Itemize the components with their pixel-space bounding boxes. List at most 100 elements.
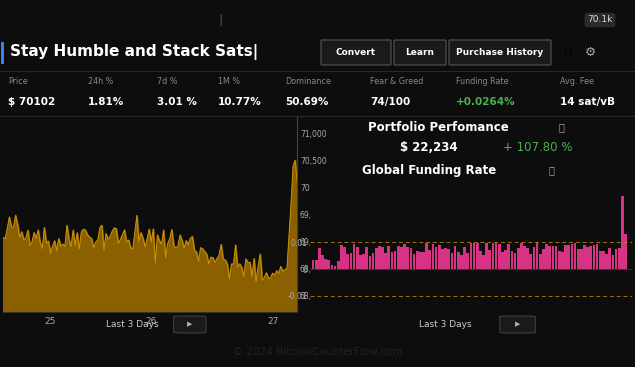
Bar — [318, 248, 321, 269]
Text: Purchase History: Purchase History — [457, 48, 544, 57]
Text: $ 70102: $ 70102 — [8, 97, 55, 107]
Bar — [422, 252, 425, 269]
FancyBboxPatch shape — [449, 40, 551, 65]
Text: ⓘ: ⓘ — [558, 122, 564, 132]
Bar — [368, 255, 371, 269]
Text: 7d %: 7d % — [157, 77, 178, 87]
Bar — [350, 254, 352, 269]
Bar — [438, 245, 441, 269]
Text: ⓘ: ⓘ — [549, 165, 554, 175]
Bar — [375, 248, 377, 269]
Bar — [331, 265, 333, 269]
Text: +0.0264%: +0.0264% — [456, 97, 516, 107]
Bar — [328, 259, 330, 269]
Bar — [573, 243, 577, 269]
Bar — [618, 248, 620, 269]
Bar — [501, 252, 504, 269]
Bar — [498, 244, 500, 269]
Bar — [592, 245, 595, 269]
Text: + 107.80 %: + 107.80 % — [503, 141, 572, 154]
Bar — [488, 250, 491, 269]
Bar — [612, 255, 614, 269]
Bar — [441, 249, 444, 269]
Bar — [457, 252, 460, 269]
FancyBboxPatch shape — [394, 40, 446, 65]
Bar — [552, 246, 554, 269]
Bar — [406, 247, 409, 269]
Bar — [542, 248, 545, 269]
Bar — [555, 246, 558, 269]
Bar — [520, 243, 523, 269]
Bar — [397, 246, 399, 269]
Bar — [495, 243, 497, 269]
Bar — [466, 253, 469, 269]
Bar — [605, 254, 608, 269]
Bar — [583, 245, 586, 269]
FancyBboxPatch shape — [500, 316, 535, 333]
Bar — [526, 248, 529, 269]
Text: 24h %: 24h % — [88, 77, 114, 87]
Bar — [378, 246, 380, 269]
Bar — [545, 244, 548, 269]
Bar — [451, 253, 453, 269]
Text: Convert: Convert — [336, 48, 376, 57]
Bar — [514, 253, 516, 269]
Text: Avg. Fee: Avg. Fee — [560, 77, 594, 87]
Bar — [463, 247, 466, 269]
Text: 1M %: 1M % — [218, 77, 240, 87]
Bar — [567, 245, 570, 269]
Bar — [356, 247, 359, 269]
Text: 1.81%: 1.81% — [88, 97, 124, 107]
Bar — [400, 247, 403, 269]
Bar — [359, 255, 362, 269]
Bar — [362, 254, 365, 269]
Bar — [419, 252, 422, 269]
Bar — [334, 266, 337, 269]
Bar — [344, 247, 346, 269]
Bar — [371, 254, 375, 269]
Bar — [347, 254, 349, 269]
Text: 50.69%: 50.69% — [285, 97, 328, 107]
Text: Price: Price — [8, 77, 28, 87]
Bar — [511, 251, 513, 269]
Text: Fear & Greed: Fear & Greed — [370, 77, 424, 87]
Text: Global Funding Rate: Global Funding Rate — [362, 164, 496, 177]
Bar — [479, 251, 482, 269]
Text: Portfolio Perfomance: Portfolio Perfomance — [368, 121, 509, 134]
Bar — [413, 254, 415, 269]
Bar — [432, 244, 434, 269]
Text: ⚙: ⚙ — [584, 46, 596, 59]
Text: |: | — [218, 14, 222, 26]
Bar — [558, 251, 561, 269]
Text: ▶: ▶ — [515, 321, 520, 327]
FancyBboxPatch shape — [174, 316, 206, 333]
Bar — [315, 260, 318, 269]
Bar — [312, 261, 314, 269]
Bar — [624, 234, 627, 269]
Bar — [448, 249, 450, 269]
Text: Stay Humble and Stack Sats|: Stay Humble and Stack Sats| — [10, 44, 258, 61]
Text: © 2024 BitcoinCounterFlow.com: © 2024 BitcoinCounterFlow.com — [233, 347, 402, 357]
Text: ▶: ▶ — [187, 321, 192, 327]
Text: $ 22,234: $ 22,234 — [400, 141, 458, 154]
Bar — [491, 243, 494, 269]
Bar — [387, 246, 390, 269]
Bar — [608, 248, 611, 269]
Text: Funding Rate: Funding Rate — [456, 77, 509, 87]
Bar — [352, 244, 356, 269]
Bar — [476, 243, 479, 269]
Bar — [381, 247, 384, 269]
Bar — [394, 251, 396, 269]
Text: 74/100: 74/100 — [370, 97, 410, 107]
Bar — [365, 247, 368, 269]
Bar — [549, 246, 551, 269]
Bar — [517, 248, 519, 269]
Bar — [523, 246, 526, 269]
Text: Learn: Learn — [406, 48, 434, 57]
Bar — [533, 247, 535, 269]
Text: Dominance: Dominance — [285, 77, 331, 87]
Bar — [460, 255, 463, 269]
Bar — [403, 244, 406, 269]
Bar — [429, 250, 431, 269]
Bar — [485, 243, 488, 269]
